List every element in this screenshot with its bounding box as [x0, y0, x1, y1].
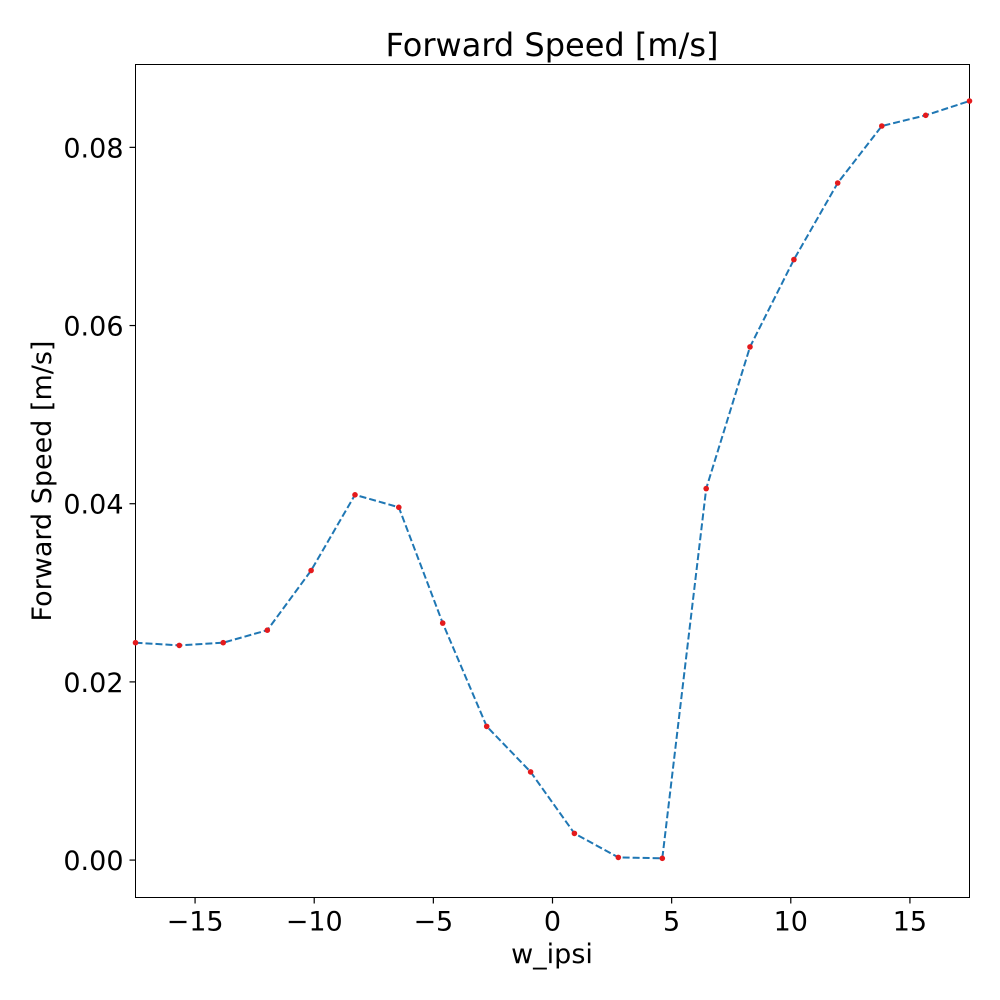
- data-point: [132, 639, 139, 646]
- data-point: [220, 639, 226, 646]
- y-tick-label: 0.06: [63, 312, 123, 343]
- data-point: [966, 98, 973, 104]
- chart-title: Forward Speed [m/s]: [386, 26, 719, 64]
- y-axis: 0.00 0.02 0.04 0.06 0.08: [63, 133, 136, 877]
- data-point: [264, 627, 271, 633]
- data-point: [396, 504, 402, 511]
- data-point: [571, 830, 578, 837]
- x-axis-label: w_ipsi: [511, 939, 593, 970]
- y-tick-label: 0.04: [63, 490, 123, 521]
- data-point: [791, 256, 797, 263]
- data-point: [352, 492, 358, 498]
- data-point: [922, 112, 929, 119]
- x-axis: −15 −10 −5 0 5 10 15: [167, 897, 927, 938]
- plot-area: −15 −10 −5 0 5 10 15 0.00 0.02 0.04 0.06 0.08: [63, 64, 973, 938]
- data-point: [615, 854, 622, 861]
- data-point: [834, 180, 841, 186]
- y-tick-label: 0.02: [63, 668, 123, 699]
- x-tick-label: 0: [544, 907, 561, 938]
- data-point: [308, 567, 314, 574]
- data-point: [527, 769, 534, 775]
- x-tick-label: −10: [286, 907, 343, 938]
- plot-frame: [135, 64, 970, 898]
- data-point: [703, 485, 709, 492]
- data-point: [439, 620, 446, 626]
- data-point: [659, 855, 666, 862]
- x-tick-label: −15: [167, 907, 224, 938]
- y-tick-label: 0.00: [63, 846, 123, 877]
- data-point: [747, 344, 753, 350]
- data-point: [176, 642, 183, 649]
- data-point: [483, 723, 490, 730]
- data-point: [879, 123, 885, 129]
- data-markers: [132, 98, 973, 862]
- x-tick-label: −5: [413, 907, 453, 938]
- x-tick-label: 15: [893, 907, 927, 938]
- x-tick-label: 10: [774, 907, 808, 938]
- y-tick-label: 0.08: [63, 133, 123, 164]
- y-axis-label: Forward Speed [m/s]: [27, 341, 58, 622]
- x-tick-label: 5: [663, 907, 680, 938]
- series-line: [135, 100, 970, 860]
